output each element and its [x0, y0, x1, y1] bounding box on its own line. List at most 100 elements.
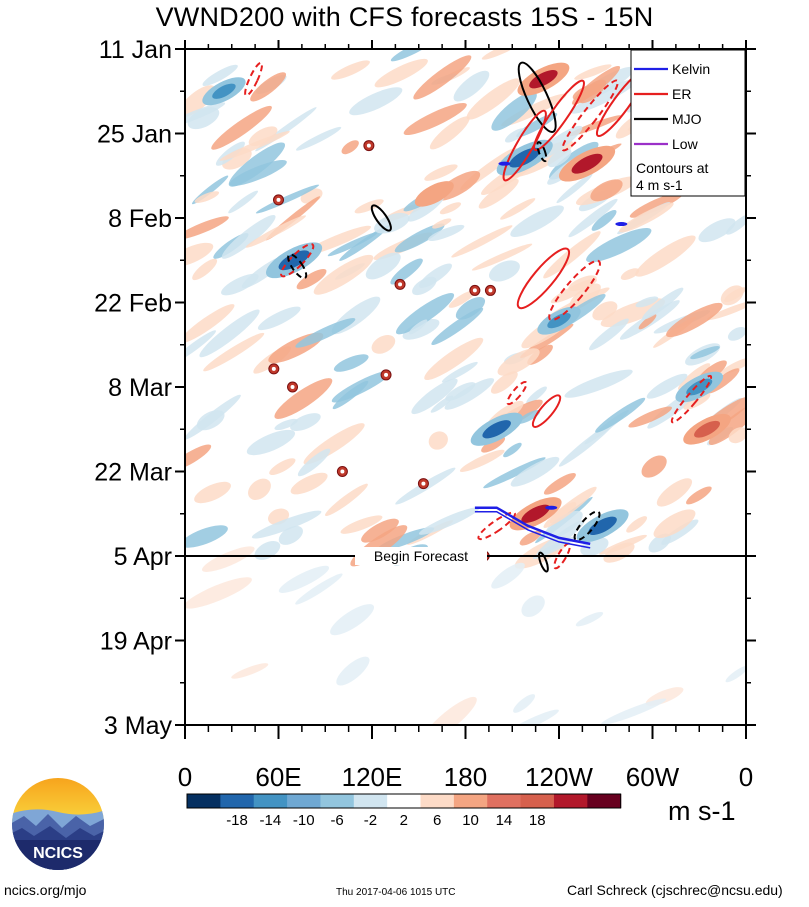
field-blob	[331, 60, 370, 80]
field-blob	[228, 190, 258, 214]
colorbar-label: 10	[462, 812, 479, 829]
field-blob	[278, 565, 330, 593]
y-tick-label: 11 Jan	[99, 36, 172, 64]
colorbar-bin	[387, 794, 422, 808]
field-blob	[441, 361, 478, 383]
field-blob	[251, 510, 322, 539]
field-blob	[589, 318, 629, 351]
field-blob	[403, 102, 467, 136]
storm-eye	[340, 469, 345, 474]
legend-note-line1: Contours at	[636, 160, 708, 176]
colorbar-label: -6	[330, 812, 343, 829]
field-blob	[219, 131, 290, 161]
field-blob	[708, 402, 746, 445]
field-blob	[483, 457, 546, 489]
field-blob	[245, 215, 306, 248]
field-blob	[330, 604, 375, 636]
field-blob	[418, 507, 480, 535]
field-blob	[185, 216, 229, 240]
field-blob	[295, 318, 356, 348]
field-blob	[327, 232, 378, 257]
field-blob	[635, 296, 659, 308]
field-blob	[199, 309, 260, 358]
field-blob	[455, 296, 486, 320]
field-blob	[727, 327, 746, 341]
anomaly-core	[547, 312, 571, 329]
field-blob	[629, 191, 684, 218]
legend-box	[630, 49, 746, 197]
field-blob	[543, 486, 597, 528]
storm-eye	[276, 197, 281, 202]
field-blob	[490, 371, 518, 394]
field-blob	[431, 307, 484, 346]
field-blob	[690, 346, 720, 360]
field-blob	[192, 258, 218, 281]
field-blob	[544, 510, 583, 539]
field-blob	[653, 509, 696, 539]
field-blob	[575, 611, 604, 627]
y-tick-label: 22 Mar	[94, 459, 172, 487]
field-blob	[185, 242, 214, 268]
wave-contour	[536, 141, 548, 163]
colorbar-bin	[420, 794, 455, 808]
field-blob	[185, 577, 252, 609]
field-blob	[185, 330, 217, 363]
field-blob	[430, 395, 454, 413]
y-tick-label: 5 Apr	[114, 543, 172, 571]
field-blob	[558, 421, 615, 467]
field-blob	[374, 58, 428, 88]
field-blob	[354, 199, 384, 214]
storm-eye	[290, 385, 295, 389]
field-blob	[532, 536, 577, 560]
x-tick-label: 60E	[255, 762, 301, 792]
field-blob	[656, 478, 693, 507]
field-blob	[619, 202, 674, 233]
anomaly-core	[212, 83, 236, 99]
colorbar-bin	[453, 794, 488, 808]
legend-label-er: ER	[672, 86, 691, 102]
field-blob	[408, 319, 428, 335]
y-tick-label: 25 Jan	[97, 121, 172, 149]
field-blob	[296, 268, 327, 290]
x-tick-label: 60W	[626, 762, 680, 792]
field-blob	[543, 472, 576, 495]
storm-eye	[472, 288, 477, 293]
footer-timestamp: Thu 2017-04-06 1015 UTC	[336, 887, 456, 898]
field-blob	[568, 198, 618, 238]
forecast-label-bg	[355, 547, 487, 565]
wave-contour	[370, 204, 392, 232]
colorbar-label: -10	[293, 812, 315, 829]
field-blob	[390, 258, 423, 285]
x-axis: 0 60E 120E 180 120W 60W 0	[178, 40, 753, 792]
field-blob	[574, 64, 612, 80]
colorbar-bin	[253, 794, 288, 808]
field-blob	[432, 218, 452, 229]
field-blob	[196, 410, 225, 431]
field-blob	[429, 116, 470, 150]
x-tick-label: 120W	[525, 762, 593, 792]
wave-contour	[502, 109, 547, 182]
field-blob	[513, 694, 536, 713]
wave-contour	[517, 61, 557, 133]
field-blob	[221, 215, 276, 259]
footer-site[interactable]: ncics.org/mjo	[4, 882, 87, 898]
colorbar-bin	[520, 794, 555, 808]
field-blob	[333, 354, 369, 372]
field-blob	[444, 378, 495, 410]
field-blob	[510, 456, 560, 487]
field-blob	[568, 275, 597, 291]
colorbar-bin	[353, 794, 388, 808]
footer-credit: Carl Schreck (cjschrec@ncsu.edu)	[567, 882, 783, 898]
field-blob	[543, 231, 601, 279]
wave-contour	[287, 253, 308, 280]
field-blob	[428, 224, 465, 241]
field-blob	[497, 348, 540, 376]
field-blob	[556, 173, 593, 204]
field-blob	[586, 227, 652, 263]
field-blob	[620, 268, 640, 281]
legend-label-mjo: MJO	[672, 111, 702, 127]
ncics-logo: NCICS	[12, 778, 104, 870]
field-blob	[595, 397, 646, 433]
field-blob	[569, 283, 601, 310]
field-blob	[203, 332, 265, 372]
